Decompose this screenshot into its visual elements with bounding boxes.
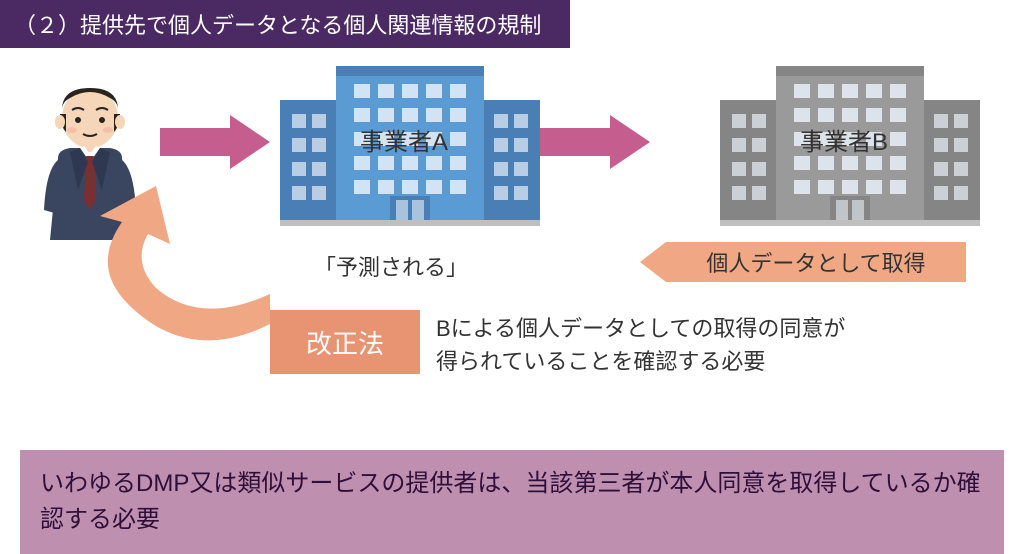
arrow-a-to-b	[540, 115, 650, 174]
revised-law-text: 改正法	[306, 324, 384, 361]
section-header-text: （２）提供先で個人データとなる個人関連情報の規制	[14, 13, 541, 38]
arrow-person-to-a	[160, 115, 270, 174]
explanation-text: Bによる個人データとしての取得の同意が 得られていることを確認する必要	[436, 312, 845, 378]
back-arrow-text: 個人データとして取得	[706, 246, 925, 278]
footer-text: いわゆるDMP又は類似サービスの提供者は、当該第三者が本人同意を取得しているか確…	[40, 470, 981, 533]
back-arrow-box: 個人データとして取得	[640, 242, 966, 282]
diagram-area: 事業者A 事業者B 「予測される」 個人データとして取得 改正法 Bによる個	[0, 60, 1024, 440]
explanation-line1: Bによる個人データとしての取得の同意が	[436, 312, 845, 345]
curved-return-arrow	[70, 186, 300, 361]
back-arrow-body: 個人データとして取得	[666, 242, 966, 282]
explanation-line2: 得られていることを確認する必要	[436, 345, 845, 378]
section-header: （２）提供先で個人データとなる個人関連情報の規制	[0, 0, 570, 48]
prediction-text: 「予測される」	[314, 250, 468, 282]
building-a-label: 事業者A	[360, 122, 448, 157]
footer-note: いわゆるDMP又は類似サービスの提供者は、当該第三者が本人同意を取得しているか確…	[20, 450, 1004, 554]
revised-law-tag: 改正法	[270, 310, 420, 374]
building-b-label: 事業者B	[800, 122, 888, 157]
back-arrow-notch	[640, 242, 666, 282]
